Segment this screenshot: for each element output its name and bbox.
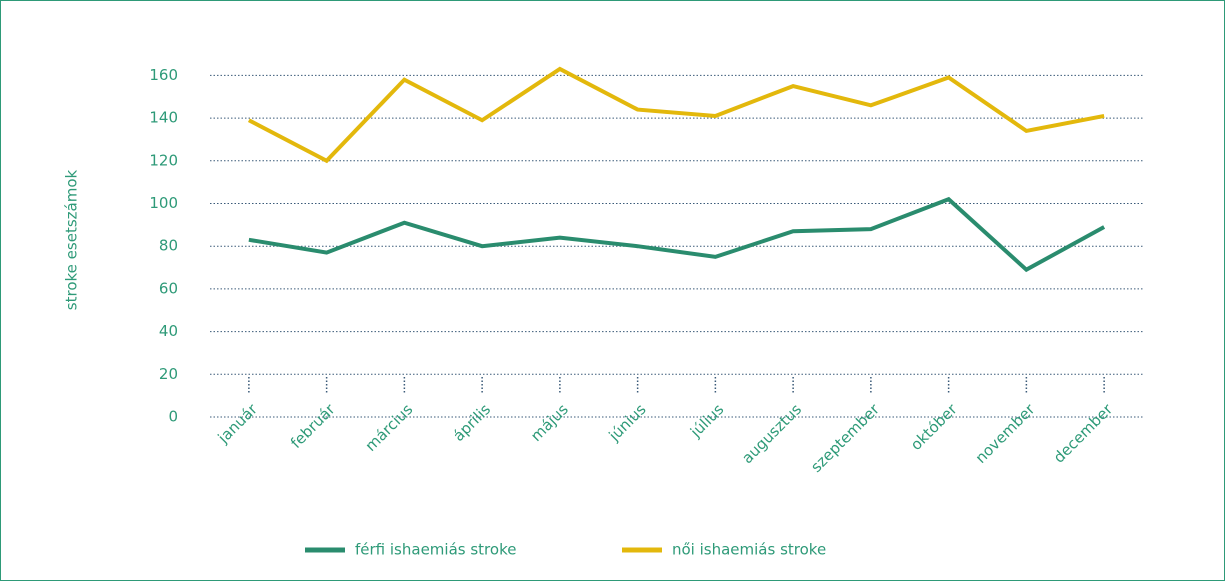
legend-label: férfi ishaemiás stroke	[355, 541, 516, 559]
y-tick-label: 160	[149, 66, 178, 84]
line	[248, 196, 1106, 273]
legend-label: női ishaemiás stroke	[672, 541, 826, 559]
y-tick-label: 40	[159, 322, 178, 340]
y-tick-label: 140	[149, 109, 178, 127]
y-tick-label: 120	[149, 151, 178, 169]
y-tick-label: 0	[168, 408, 178, 426]
y-tick-label: 80	[159, 237, 178, 255]
y-tick-label: 20	[159, 365, 178, 383]
y-tick-label: 100	[149, 194, 178, 212]
line	[247, 66, 1105, 164]
y-axis-label: stroke esetszámok	[63, 170, 81, 311]
y-tick-label: 60	[159, 279, 178, 297]
